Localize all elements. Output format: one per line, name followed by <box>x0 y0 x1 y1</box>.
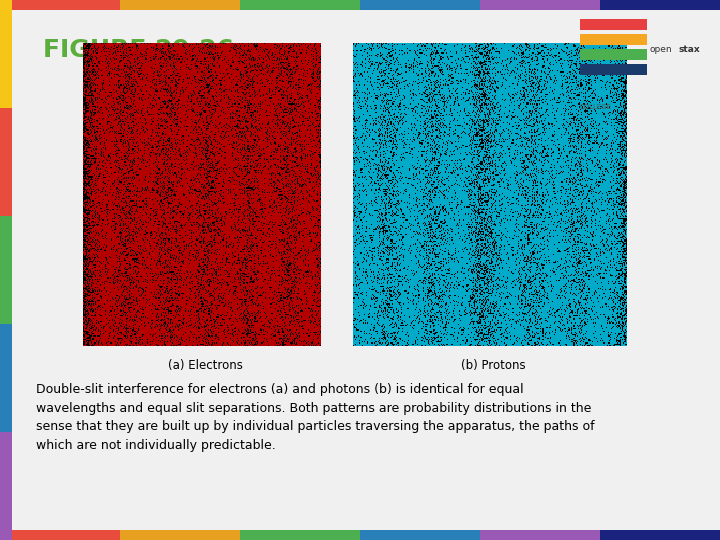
Text: (b) Protons: (b) Protons <box>461 359 526 372</box>
Bar <box>580 18 647 30</box>
Bar <box>0 108 12 216</box>
Bar <box>240 0 360 10</box>
Text: stax: stax <box>679 45 701 54</box>
Bar <box>0 0 120 10</box>
Bar <box>600 530 720 540</box>
Text: Double-slit interference for electrons (a) and photons (b) is identical for equa: Double-slit interference for electrons (… <box>36 383 595 452</box>
Text: (a) Electrons: (a) Electrons <box>168 359 243 372</box>
Text: FIGURE 29.26: FIGURE 29.26 <box>43 38 234 62</box>
Bar <box>120 0 240 10</box>
Bar <box>360 0 480 10</box>
Bar <box>580 64 647 76</box>
Bar <box>0 324 12 432</box>
Bar <box>0 530 120 540</box>
Bar <box>0 0 12 108</box>
Text: open: open <box>650 45 672 54</box>
Text: COLLEGE: COLLEGE <box>580 104 611 110</box>
Bar <box>240 530 360 540</box>
Bar <box>580 33 647 45</box>
Bar <box>600 0 720 10</box>
Bar <box>580 49 647 60</box>
Bar <box>480 530 600 540</box>
Bar <box>0 432 12 540</box>
Bar <box>120 530 240 540</box>
Bar <box>0 216 12 324</box>
Bar <box>360 530 480 540</box>
Bar <box>480 0 600 10</box>
